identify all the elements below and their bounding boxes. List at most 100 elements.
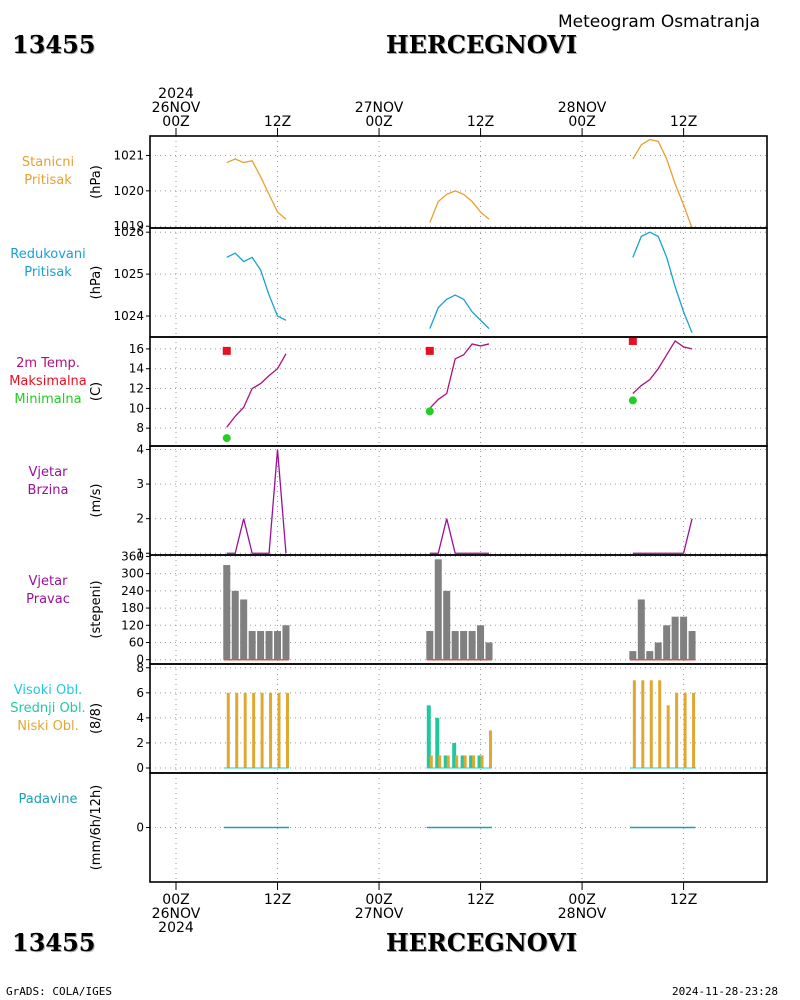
wind-dir-bar [629, 651, 637, 660]
y-tick-label: 0 [136, 761, 144, 775]
y-axis-label: (C) [89, 382, 104, 401]
min-temp-marker [222, 434, 231, 443]
cloud-mid-bar [469, 755, 474, 768]
y-tick-label: 8 [136, 661, 144, 675]
min-temp-marker [425, 407, 434, 416]
x-tick-label-bottom: 00Z [365, 892, 392, 908]
cloud-low-bar [269, 692, 273, 768]
x-tick-label-bottom: 00Z [568, 892, 595, 908]
wind-dir-bar [646, 651, 654, 660]
cloud-low-bar [285, 692, 289, 768]
panel-label: Padavine [19, 792, 78, 807]
y-tick-label: 3 [136, 477, 144, 491]
wind-dir-bar [663, 625, 671, 660]
wind-dir-bar [426, 631, 434, 660]
y-tick-label: 4 [136, 711, 144, 725]
y-tick-label: 1019 [113, 219, 144, 233]
y-tick-label: 360 [121, 549, 144, 563]
cloud-low-bar [438, 755, 442, 768]
wind-dir-bar [265, 631, 273, 660]
series-line [226, 353, 287, 428]
wind-dir-bar [680, 616, 688, 660]
series-line [226, 252, 287, 321]
wind-dir-bar [637, 599, 645, 660]
y-tick-label: 1 [136, 546, 144, 560]
min-temp-marker [628, 396, 637, 405]
cloud-low-bar [277, 692, 281, 768]
max-temp-marker [222, 346, 231, 355]
series-line [429, 294, 490, 330]
cloud-mid-bar [460, 755, 465, 768]
y-tick-label: 1026 [113, 225, 144, 239]
x-tick-label-top: 00Z [162, 114, 189, 130]
wind-dir-bar [282, 625, 290, 660]
y-tick-label: 180 [121, 601, 144, 615]
y-tick-label: 8 [136, 421, 144, 435]
series-line [632, 138, 693, 229]
cloud-low-bar [480, 755, 484, 768]
panel-label: Stanicni [22, 155, 74, 170]
panel-frame [149, 336, 768, 447]
series-line [632, 340, 693, 394]
panel-label: Pritisak [24, 265, 72, 280]
y-tick-label: 4 [136, 442, 144, 456]
x-tick-label-bottom: 28NOV [558, 906, 607, 922]
timestamp-text: 2024-11-28-23:28 [672, 985, 778, 998]
y-tick-label: 1024 [113, 309, 144, 323]
wind-dir-bar [443, 590, 451, 660]
panel-label: Redukovani [10, 247, 85, 262]
x-tick-label-top: 12Z [670, 114, 697, 130]
x-tick-label-top: 26NOV [152, 100, 201, 116]
x-tick-label-bottom: 00Z [162, 892, 189, 908]
x-tick-label-bottom: 12Z [467, 892, 494, 908]
panel-label: Vjetar [29, 574, 69, 589]
y-tick-label: 2 [136, 736, 144, 750]
cloud-low-bar [666, 705, 670, 768]
x-tick-label-top: 28NOV [558, 100, 607, 116]
y-axis-label: (hPa) [89, 165, 104, 199]
wind-dir-bar [688, 631, 696, 660]
cloud-mid-bar [443, 755, 448, 768]
y-tick-label: 0 [136, 653, 144, 667]
cloud-low-bar [632, 680, 636, 768]
cloud-low-bar [658, 680, 662, 768]
wind-dir-bar [485, 642, 493, 660]
wind-dir-bar [671, 616, 679, 660]
x-tick-label-top: 00Z [568, 114, 595, 130]
x-tick-label-top: 00Z [365, 114, 392, 130]
y-tick-label: 1021 [113, 148, 144, 162]
wind-dir-bar [257, 631, 265, 660]
max-temp-marker [425, 346, 434, 355]
cloud-low-bar [463, 755, 467, 768]
y-tick-label: 6 [136, 686, 144, 700]
series-line [429, 518, 490, 554]
footer-station-id: 13455 [12, 928, 96, 957]
product-title: Meteogram Osmatranja [558, 12, 761, 32]
y-tick-label: 14 [129, 362, 144, 376]
wind-dir-bar [231, 590, 239, 660]
cloud-low-bar [429, 755, 433, 768]
wind-dir-bar [477, 625, 485, 660]
cloud-low-bar [226, 692, 230, 768]
y-tick-label: 60 [129, 635, 144, 649]
y-tick-label: 120 [121, 618, 144, 632]
series-line [632, 231, 693, 334]
y-tick-label: 16 [129, 342, 144, 356]
footer-station-name: HERCEGNOVI [386, 928, 578, 957]
wind-dir-bar [223, 565, 231, 660]
y-tick-label: 240 [121, 584, 144, 598]
panel-label: Srednji Obl. [10, 701, 85, 716]
y-tick-label: 300 [121, 567, 144, 581]
wind-dir-bar [434, 559, 442, 660]
x-tick-label-top: 12Z [264, 114, 291, 130]
series-line [429, 343, 490, 409]
panel-label: Niski Obl. [17, 719, 79, 734]
series-line [226, 449, 287, 554]
panel-label: Minimalna [14, 392, 81, 407]
y-axis-label: (mm/6h/12h) [89, 785, 104, 871]
panel-frame [149, 663, 768, 774]
cloud-mid-bar [435, 717, 440, 768]
y-axis-label: (m/s) [89, 484, 104, 518]
x-tick-label-bottom: 26NOV [152, 906, 201, 922]
